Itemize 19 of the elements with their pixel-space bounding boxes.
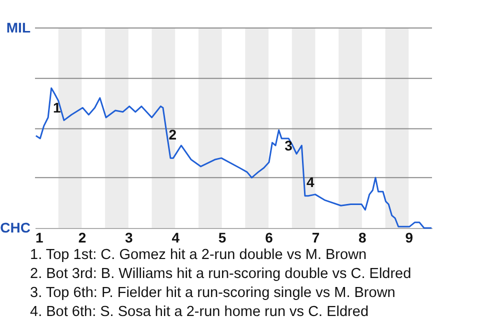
text: 1. Top 1st: C. Gomez hit a 2-run double vs M. Brown xyxy=(30,246,368,265)
text: 3. Top 6th: P. Fielder hit a run-scoring single vs M. Brown xyxy=(30,284,396,303)
annotation: 4 xyxy=(306,174,315,190)
text: MIL xyxy=(6,20,31,36)
x-tick-label: 7 xyxy=(312,230,320,246)
annotation: 3 xyxy=(284,137,293,154)
x-tick-label: 5 xyxy=(218,230,226,246)
x-tick-label: 1 xyxy=(36,230,44,246)
x-tick-label: 3 xyxy=(125,230,134,246)
x-tick-label: 8 xyxy=(358,230,367,246)
x-tick-label: 9 xyxy=(405,230,414,246)
x-tick-label: 4 xyxy=(172,230,180,246)
text: CHC xyxy=(0,220,30,236)
text: 4. Bot 6th: S. Sosa hit a 2-run home run vs C. Eldred xyxy=(30,303,370,320)
text: 2. Bot 3rd: B. Williams hit a run-scoring double vs C. Eldred xyxy=(30,265,412,284)
x-tick-label: 2 xyxy=(78,230,86,246)
annotation: 1 xyxy=(52,100,61,116)
annotation: 2 xyxy=(168,126,177,142)
x-tick-label: 6 xyxy=(265,230,274,246)
